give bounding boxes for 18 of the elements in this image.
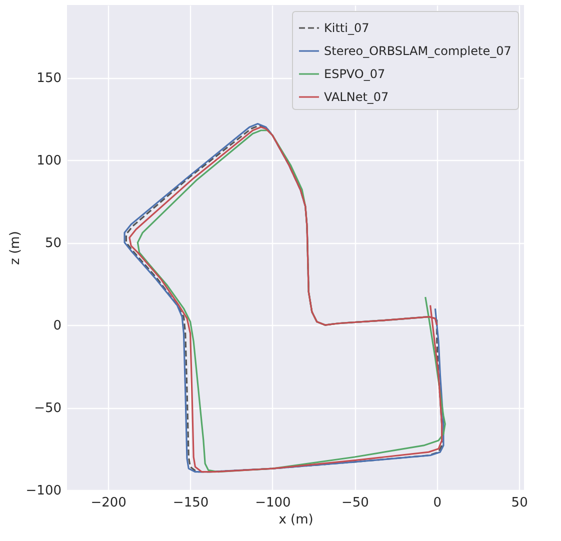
y-tick-label: 0 (53, 318, 62, 334)
y-tick-label: 50 (44, 236, 62, 252)
x-tick-label: 0 (433, 496, 442, 510)
x-tick-label: −150 (172, 496, 209, 510)
x-axis-title: x (m) (278, 512, 314, 528)
legend-label: Stereo_ORBSLAM_complete_07 (324, 44, 512, 58)
x-tick-label: −50 (341, 496, 369, 510)
y-tick-label: −100 (26, 484, 62, 498)
y-tick-label: 150 (36, 71, 62, 86)
x-tick-label: −100 (255, 496, 291, 510)
y-tick-label: 100 (36, 154, 62, 169)
y-tick-label: −50 (34, 401, 62, 416)
y-axis-title: z (m) (8, 231, 23, 265)
x-tick-label: 50 (511, 496, 528, 510)
legend-label: VALNet_07 (324, 90, 389, 104)
legend-label: Kitti_07 (324, 21, 370, 35)
x-tick-label: −200 (90, 496, 126, 510)
legend-label: ESPVO_07 (324, 67, 386, 81)
